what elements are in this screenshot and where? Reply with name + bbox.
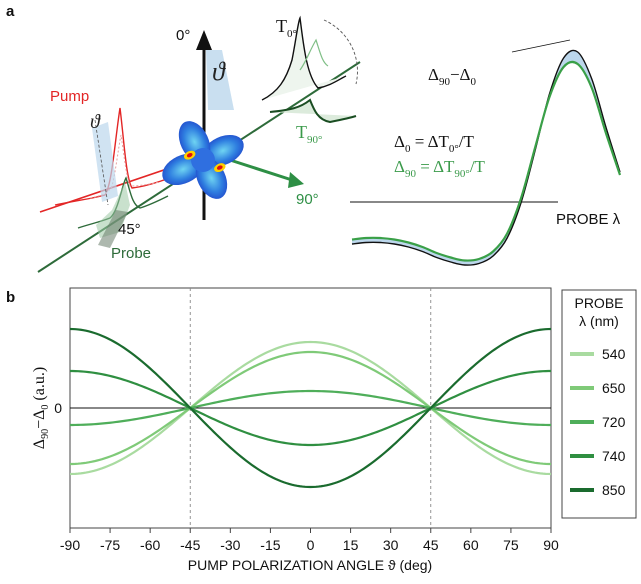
- y-tick-label: 0: [54, 400, 62, 416]
- panel-a: a ϑ Pump 45° Probe 0° ϑ 90°: [6, 3, 622, 273]
- pump-pulse-icon: [54, 107, 191, 206]
- y-ticks: 0: [54, 400, 62, 416]
- x-tick-label: 30: [383, 537, 399, 553]
- probe-label: Probe: [111, 245, 151, 262]
- series-line-650: [69, 350, 552, 466]
- y-axis-label: Δ90−Δ0 (a.u.): [31, 367, 51, 449]
- spectrum-delta0-line: [351, 49, 621, 266]
- diff-leader-line: [511, 39, 571, 53]
- legend-items: 540 650 720 740 850: [570, 346, 626, 498]
- x-tick-label: 15: [343, 537, 359, 553]
- eq2-label: Δ90 = ΔT90°/T: [394, 157, 486, 180]
- theta-wedge: [206, 50, 234, 110]
- x-tick-label: -30: [220, 537, 240, 553]
- legend-label: 850: [602, 482, 626, 498]
- pump-polarization-guide: [94, 119, 109, 206]
- x-tick-label: 90: [543, 537, 559, 553]
- spectrum-delta90-line: [351, 60, 622, 262]
- x-tick-label: 45: [423, 537, 439, 553]
- theta-symbol: ϑ: [212, 57, 226, 86]
- pump-theta-symbol: ϑ: [90, 111, 101, 133]
- series-line-850: [69, 327, 552, 489]
- t90-label: T90°: [296, 122, 322, 146]
- legend-title-line2: λ (nm): [579, 313, 619, 329]
- t90-sub: 90°: [307, 134, 322, 146]
- x-tick-label: -90: [60, 537, 80, 553]
- series-line-720: [69, 389, 552, 427]
- pump-pulse-shadow-icon: [89, 134, 161, 199]
- t90-pulse-upper-icon: [299, 38, 329, 71]
- panel-b: b -90 -75 -60 -45 -30 -15 0 15 30 45 60 75 90 0 PUMP…: [6, 287, 637, 573]
- x-tick-label: -15: [260, 537, 280, 553]
- legend-label: 720: [602, 414, 626, 430]
- spectrum-difference-area: [352, 50, 620, 266]
- axis-90deg: [229, 158, 293, 182]
- x-tick-label: 0: [307, 537, 315, 553]
- legend-label: 740: [602, 448, 626, 464]
- x-tick-label: -75: [100, 537, 120, 553]
- sample-orbital-icon: [162, 121, 244, 199]
- x-axis-label: PUMP POLARIZATION ANGLE ϑ (deg): [188, 557, 432, 573]
- panel-b-label: b: [6, 289, 15, 306]
- legend-label: 540: [602, 346, 626, 362]
- legend-box: [561, 289, 637, 519]
- series-line-540: [69, 340, 552, 476]
- axis-0deg-arrow-icon: [196, 30, 212, 50]
- eq1-label: Δ0 = ΔT0°/T: [394, 132, 475, 155]
- x-ticks: -90 -75 -60 -45 -30 -15 0 15 30 45 60 75 90: [60, 528, 559, 553]
- t0-label: T0°: [276, 16, 297, 40]
- legend-label: 650: [602, 380, 626, 396]
- t0-sub: 0°: [287, 28, 297, 40]
- diff-label: Δ90−Δ0: [428, 65, 476, 88]
- t90-pulse-icon: [269, 98, 357, 124]
- series-line-740: [69, 369, 552, 447]
- t0-pulse-icon: [261, 15, 347, 101]
- panel-a-label: a: [6, 3, 15, 20]
- x-tick-label: 60: [463, 537, 479, 553]
- x-tick-label: -60: [140, 537, 160, 553]
- probe-polarization-plane: [98, 210, 128, 248]
- axis-90deg-arrow-icon: [288, 172, 304, 188]
- pump-label: Pump: [50, 88, 89, 105]
- x-tick-label: -45: [180, 537, 200, 553]
- legend-title-line1: PROBE: [574, 295, 623, 311]
- series-lines: [69, 327, 552, 489]
- probe-angle-45: 45°: [118, 221, 141, 238]
- angle-90-label: 90°: [296, 191, 319, 208]
- probe-axis-label: PROBE λ: [556, 211, 621, 228]
- angle-0-label: 0°: [176, 27, 190, 44]
- pump-polarization-plane: [92, 122, 118, 202]
- x-tick-label: 75: [503, 537, 519, 553]
